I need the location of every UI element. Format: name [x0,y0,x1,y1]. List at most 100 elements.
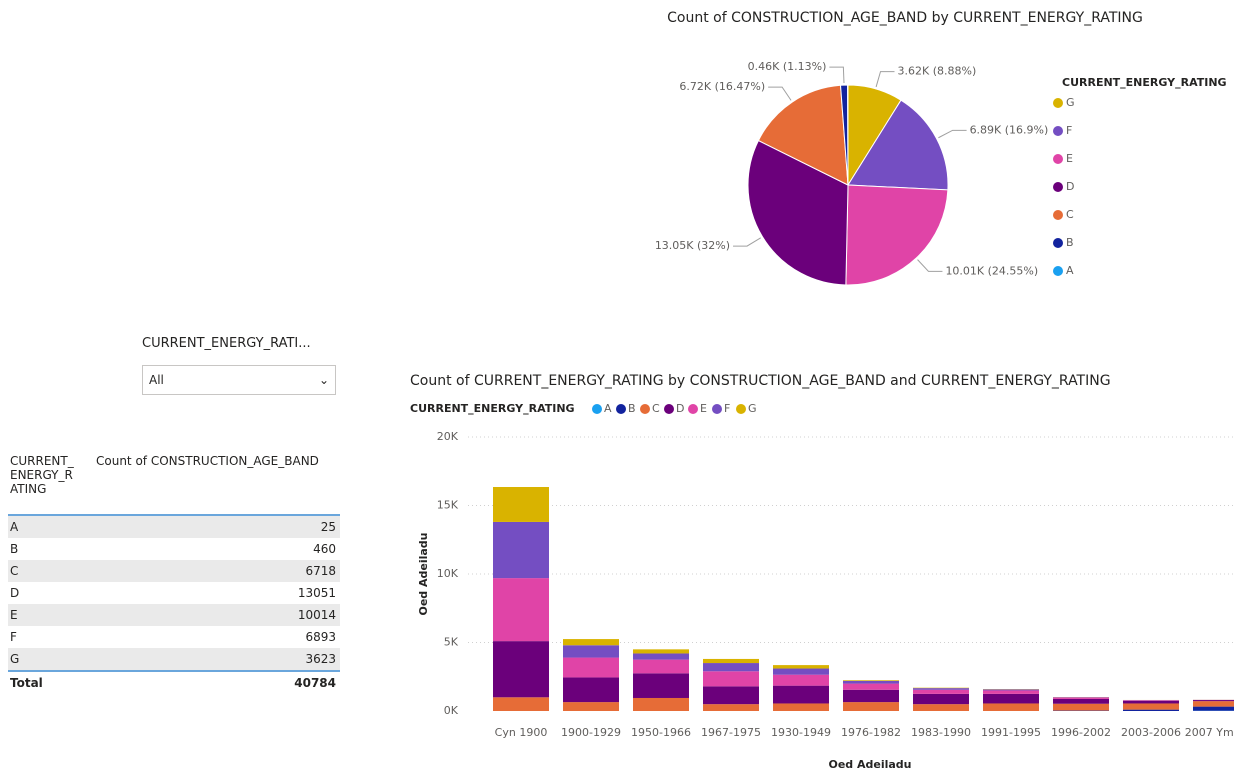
bar-segment [983,690,1039,694]
bar-segment [493,521,549,579]
legend-marker [640,404,650,414]
legend-marker [616,404,626,414]
leader-line [733,237,761,247]
bar-segment [703,704,759,711]
table-row: D 13051 [8,582,340,604]
cell: B [10,542,19,556]
x-tick-label: 1983-1990 [911,726,971,739]
bar-segment [1053,697,1109,699]
bar-segment [843,683,899,690]
bar-segment [843,702,899,711]
legend-title: CURRENT_ENERGY_RATING [1062,76,1227,89]
slicer[interactable]: CURRENT_ENERGY_RATI... All ⌄ [142,336,336,395]
bar-segment [1123,703,1179,710]
legend-label: B [628,402,636,415]
y-tick-label: 0K [444,704,459,717]
legend-label: A [1066,264,1074,277]
legend-label: D [1066,180,1074,193]
cell: 10014 [297,608,336,622]
table-row: G 3623 [8,648,340,670]
cell: 3623 [305,652,336,666]
column-header[interactable]: CURRENT_ENERGY_RATING [10,454,74,496]
y-tick-label: 10K [437,567,459,580]
table: CURRENT_ENERGY_RATING Count of CONSTRUCTI… [8,452,340,694]
cell: F [10,630,17,644]
legend-marker [712,404,722,414]
legend-marker [664,404,674,414]
bar-segment [1193,700,1234,702]
leader-line [917,259,943,272]
data-label: 13.05K (32%) [655,239,730,252]
bar-segment [493,697,549,711]
cell: C [10,564,19,578]
data-label: 10.01K (24.55%) [945,264,1038,277]
x-tick-label: Cyn 1900 [495,726,548,739]
cell: 460 [313,542,336,556]
legend-marker [592,404,602,414]
cell: 25 [320,520,336,534]
cell: G [10,652,20,666]
legend-label: A [604,402,612,415]
slicer-dropdown[interactable]: All ⌄ [142,365,336,395]
bar-segment [633,673,689,698]
data-label: 3.62K (8.88%) [898,65,977,78]
bar-segment [843,680,899,681]
pie-slice [757,84,849,186]
bar-segment [913,688,969,690]
table-row: E 10014 [8,604,340,626]
bar-segment [633,659,689,674]
bar-segment [1053,698,1109,704]
bar-segment [563,645,619,658]
bar-segment [773,668,829,675]
legend-label: F [1066,124,1072,137]
bar-segment [983,693,1039,704]
legend-label: E [1066,152,1073,165]
legend-marker [1053,238,1063,248]
bar-segment [493,641,549,698]
bar-segment [563,677,619,703]
cell: Total [10,676,43,690]
bar-segment [703,658,759,664]
bar-segment [633,697,689,711]
leader-line [875,71,895,88]
bar-segment [1123,700,1179,701]
cell: D [10,586,20,600]
y-axis-label: Oed Adeiladu [417,532,430,615]
x-tick-label: 1930-1949 [771,726,831,739]
legend-title: CURRENT_ENERGY_RATING [410,402,575,415]
leader-line [938,129,967,139]
legend-label: G [1066,96,1075,109]
bar-segment [633,653,689,660]
legend-marker [688,404,698,414]
x-tick-label: 1967-1975 [701,726,761,739]
bar-segment [983,703,1039,711]
table-body: A 25 B 460 C 6718 D 13051 E 10014 F 6893 G 3623 [8,516,340,670]
bar-segment [633,649,689,654]
bar-segment [703,671,759,687]
table-row: A 25 [8,516,340,538]
legend-label: C [1066,208,1074,221]
bar-segment [703,686,759,705]
legend-marker [1053,182,1063,192]
pie-slice [845,184,949,286]
x-tick-label: 1991-1995 [981,726,1041,739]
x-tick-label: 1996-2002 [1051,726,1111,739]
column-header[interactable]: Count of CONSTRUCTION_AGE_BAND [96,454,319,468]
cell: 6893 [305,630,336,644]
data-label: 6.89K (16.9%) [970,123,1049,136]
bar-segment [563,639,619,646]
leader-line [829,66,845,84]
bar-segment [773,703,829,711]
x-tick-label: 1900-1929 [561,726,621,739]
bar-segment [773,665,829,669]
x-tick-label: 1950-1966 [631,726,691,739]
bar-segment [493,578,549,642]
y-tick-label: 5K [444,636,459,649]
legend-label: G [748,402,757,415]
cell: 6718 [305,564,336,578]
legend-label: E [700,402,707,415]
x-tick-label: 2007 Ymlaen [1185,726,1234,739]
data-label: 6.72K (16.47%) [679,80,765,93]
chart-title: Count of CONSTRUCTION_AGE_BAND by CURREN… [667,10,1143,26]
